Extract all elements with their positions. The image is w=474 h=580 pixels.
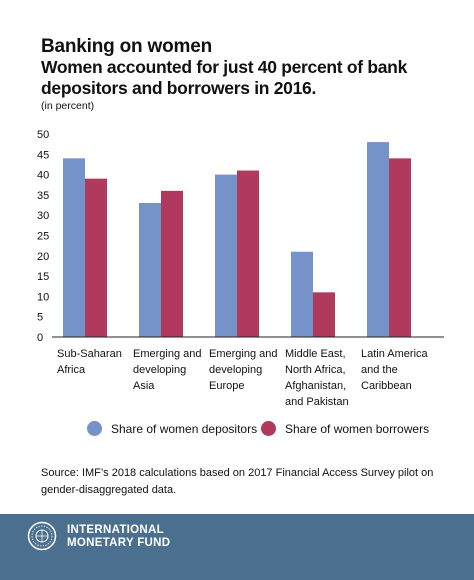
- unit-note: (in percent): [41, 100, 95, 112]
- y-tick-label: 0: [37, 332, 43, 344]
- bar-borrowers: [161, 190, 183, 337]
- bar-chart: 0 5 10 15 20 25 30 35 40 45 50: [37, 129, 444, 344]
- bar-depositors: [63, 158, 85, 337]
- bar-depositors: [139, 203, 161, 337]
- x-category-label: Emerging and developing Asia: [133, 348, 202, 392]
- footer-bar: INTERNATIONAL MONETARY FUND: [0, 514, 474, 580]
- bar-borrowers: [85, 178, 107, 337]
- source-note: Source: IMF’s 2018 calculations based on…: [41, 467, 434, 496]
- y-tick-label: 45: [37, 149, 49, 161]
- bar-depositors: [215, 174, 237, 337]
- y-tick-label: 20: [37, 251, 49, 263]
- y-tick-label: 35: [37, 190, 49, 202]
- legend-swatch-borrowers: [261, 421, 276, 436]
- x-category-label: Latin America and the Caribbean: [361, 348, 428, 392]
- legend-item-depositors: Share of women depositors: [87, 421, 257, 436]
- bar-borrowers: [389, 158, 411, 337]
- y-tick-label: 5: [37, 312, 43, 324]
- chart-title: Banking on women: [41, 36, 212, 57]
- y-tick-label: 30: [37, 210, 49, 222]
- y-tick-label: 25: [37, 231, 49, 243]
- legend-label-borrowers: Share of women borrowers: [285, 421, 430, 436]
- imf-seal-icon: [27, 521, 57, 551]
- bar-depositors: [367, 142, 389, 337]
- chart-subtitle: Women accounted for just 40 percent of b…: [41, 57, 408, 98]
- bar-borrowers: [237, 170, 259, 337]
- bar-depositors: [291, 251, 313, 337]
- logo-line-2: MONETARY FUND: [67, 537, 171, 549]
- bar-borrowers: [313, 292, 335, 337]
- imf-logo-text: INTERNATIONAL MONETARY FUND: [67, 524, 170, 550]
- legend-label-depositors: Share of women depositors: [111, 421, 258, 436]
- x-category-label: Emerging and developing Europe: [209, 348, 278, 392]
- logo-line-1: INTERNATIONAL: [67, 524, 164, 536]
- legend-swatch-depositors: [87, 421, 102, 436]
- x-category-label: Middle East, North Africa, Afghanistan, …: [285, 348, 349, 408]
- x-category-label: Sub-Saharan Africa: [57, 348, 122, 376]
- y-tick-label: 50: [37, 129, 49, 141]
- y-tick-label: 40: [37, 170, 49, 182]
- y-tick-label: 15: [37, 271, 49, 283]
- y-tick-label: 10: [37, 291, 49, 303]
- legend-item-borrowers: Share of women borrowers: [261, 421, 429, 436]
